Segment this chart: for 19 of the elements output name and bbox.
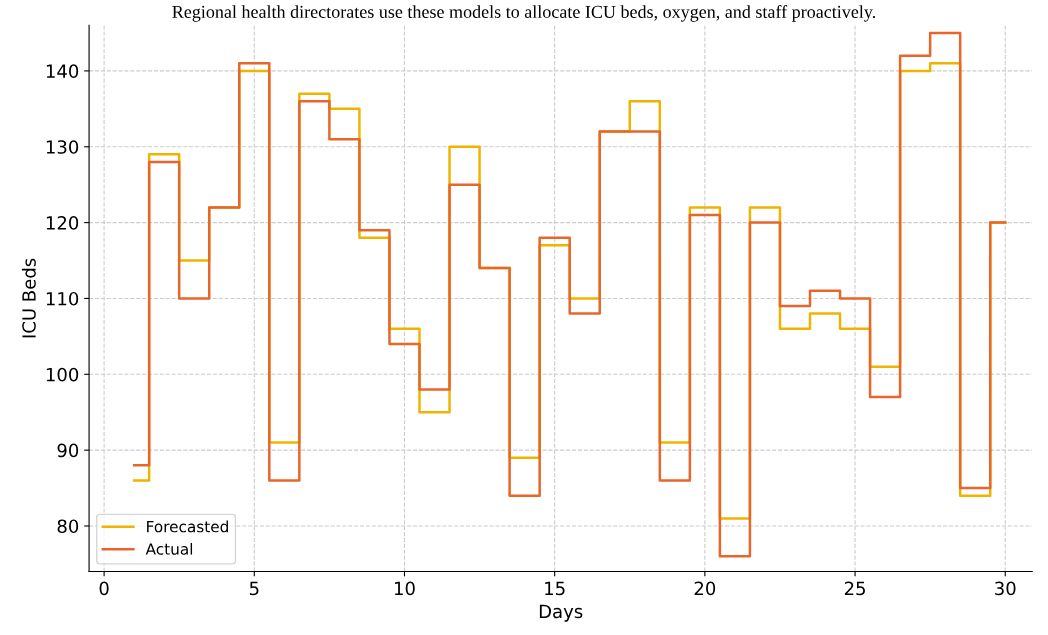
- legend-label: Actual: [145, 542, 193, 555]
- y-axis-title: ICU Beds: [21, 258, 36, 338]
- y-tick-label: 140: [46, 64, 79, 79]
- y-tick-label: 120: [46, 216, 79, 230]
- x-tick-label: 25: [844, 581, 865, 596]
- x-tick-label: 0: [99, 581, 109, 596]
- y-tick-label: 100: [46, 367, 79, 382]
- text: Regional health directorates use these models to allocate ICU beds, oxygen, and staff proactively.: [172, 5, 876, 22]
- y-tick-label: 130: [46, 140, 79, 154]
- x-tick-label: 20: [694, 581, 716, 596]
- x-tick-label: 30: [995, 581, 1016, 596]
- x-tick-label: 15: [545, 581, 565, 596]
- x-axis-title: Days: [539, 604, 583, 622]
- y-tick-label: 80: [57, 519, 79, 534]
- x-tick-label: 5: [249, 581, 259, 596]
- y-tick-label: 90: [57, 443, 79, 458]
- legend-label: Forecasted: [147, 520, 228, 533]
- x-tick-label: 10: [394, 581, 415, 596]
- y-tick-label: 110: [46, 291, 79, 306]
